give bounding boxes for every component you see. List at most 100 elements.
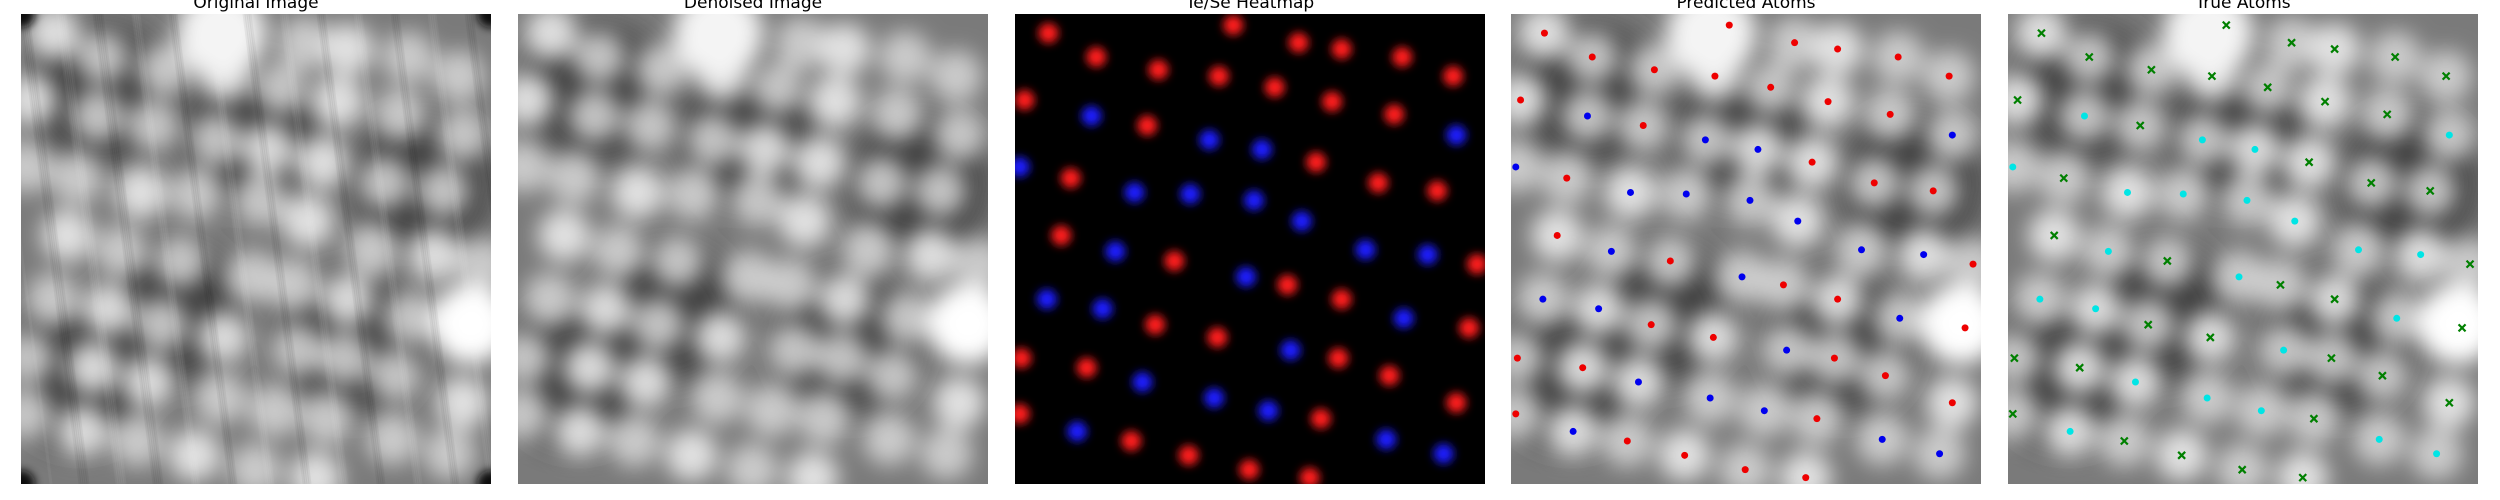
streak — [429, 14, 491, 484]
true-te — [2075, 363, 2084, 372]
te-spot — [1299, 467, 1320, 484]
te-spot — [1148, 59, 1169, 80]
bright-spot — [563, 341, 616, 394]
predicted-se — [1896, 314, 1904, 322]
true-se — [2355, 246, 2363, 254]
bright-spot — [122, 356, 175, 409]
predicted-te — [1969, 260, 1977, 268]
predicted-se — [1595, 305, 1603, 313]
panel-title: Predicted Atoms — [1676, 0, 1815, 13]
bright-spot — [793, 136, 846, 189]
bright-spot — [369, 349, 422, 402]
bright-spot — [436, 376, 489, 429]
te-spot — [1038, 23, 1059, 44]
streak — [468, 14, 491, 191]
streak — [316, 14, 380, 484]
streak — [26, 14, 90, 484]
bright-spot — [2444, 238, 2478, 291]
true-se — [2251, 145, 2259, 153]
se-spot — [1081, 105, 1102, 126]
te-spot — [1178, 445, 1199, 466]
te-spot — [1137, 115, 1158, 136]
bright-spot — [538, 209, 591, 262]
bright-spot — [267, 258, 320, 311]
predicted-se — [1634, 378, 1642, 386]
bright-spot — [382, 31, 435, 84]
true-se — [2280, 346, 2288, 354]
te-spot — [1223, 15, 1244, 36]
true-te — [2309, 414, 2319, 423]
bright-spot — [518, 74, 554, 127]
bright-spot — [523, 273, 576, 326]
predicted-se — [1760, 407, 1768, 415]
streak — [61, 14, 125, 484]
true-te — [2457, 323, 2467, 333]
streak — [244, 14, 308, 484]
predicted-te — [1709, 333, 1717, 341]
true-te — [2425, 186, 2435, 196]
te-spot — [1310, 408, 1331, 429]
bright-spot — [50, 152, 103, 205]
streak — [63, 14, 127, 484]
bright-spot — [2163, 14, 2253, 79]
streak — [390, 14, 454, 484]
bright-spot — [818, 23, 871, 76]
se-spot — [1243, 190, 1264, 211]
true-te — [2390, 52, 2400, 62]
true-te — [2366, 178, 2376, 188]
streak — [94, 14, 158, 484]
bright-spot — [127, 99, 180, 152]
predicted-te — [1512, 410, 1520, 418]
te-spot — [1051, 225, 1072, 246]
panel — [21, 14, 491, 484]
bright-spot — [26, 273, 79, 326]
predicted-te — [1623, 437, 1631, 445]
streak — [170, 14, 234, 484]
bright-spot — [374, 88, 427, 141]
streak — [172, 14, 236, 484]
streak — [137, 14, 201, 484]
true-te — [2304, 157, 2314, 167]
te-spot — [1322, 91, 1343, 112]
bright-spot — [21, 74, 57, 127]
bright-spot — [694, 311, 747, 364]
bright-spot — [270, 324, 323, 377]
bright-spot — [547, 152, 600, 205]
bright-spot — [300, 392, 353, 445]
true-se — [2417, 251, 2425, 259]
predicted-te — [1929, 187, 1937, 195]
bright-spot — [904, 228, 957, 281]
predicted-te — [1834, 295, 1842, 303]
panel-title: Original Image — [193, 0, 318, 13]
streak — [283, 14, 347, 484]
true-te — [2013, 95, 2022, 105]
true-te — [2120, 436, 2129, 446]
streak — [21, 14, 82, 484]
te-spot — [1086, 47, 1107, 68]
predicted-te — [1779, 281, 1787, 289]
te-spot — [1145, 314, 1166, 335]
bright-spot — [920, 427, 973, 480]
true-te — [2441, 71, 2451, 81]
bright-spot — [775, 16, 828, 69]
bright-spot — [933, 376, 986, 429]
bright-spot — [168, 429, 221, 482]
true-te — [2037, 28, 2046, 38]
se-spot — [1291, 211, 1312, 232]
bright-spot — [651, 234, 704, 287]
se-spot — [1280, 340, 1301, 361]
bright-spot — [632, 298, 685, 351]
true-te — [2163, 256, 2172, 266]
te-spot — [1368, 172, 1389, 193]
bright-spot — [82, 282, 135, 335]
heatmap-base — [1015, 14, 1485, 484]
true-te — [2207, 71, 2217, 81]
streak — [359, 14, 423, 484]
streak — [431, 14, 491, 481]
heatmap-spots — [1015, 15, 1485, 484]
streak — [92, 14, 156, 484]
predicted-te — [1579, 364, 1587, 372]
predicted-se — [1607, 247, 1615, 255]
streak — [98, 14, 162, 484]
